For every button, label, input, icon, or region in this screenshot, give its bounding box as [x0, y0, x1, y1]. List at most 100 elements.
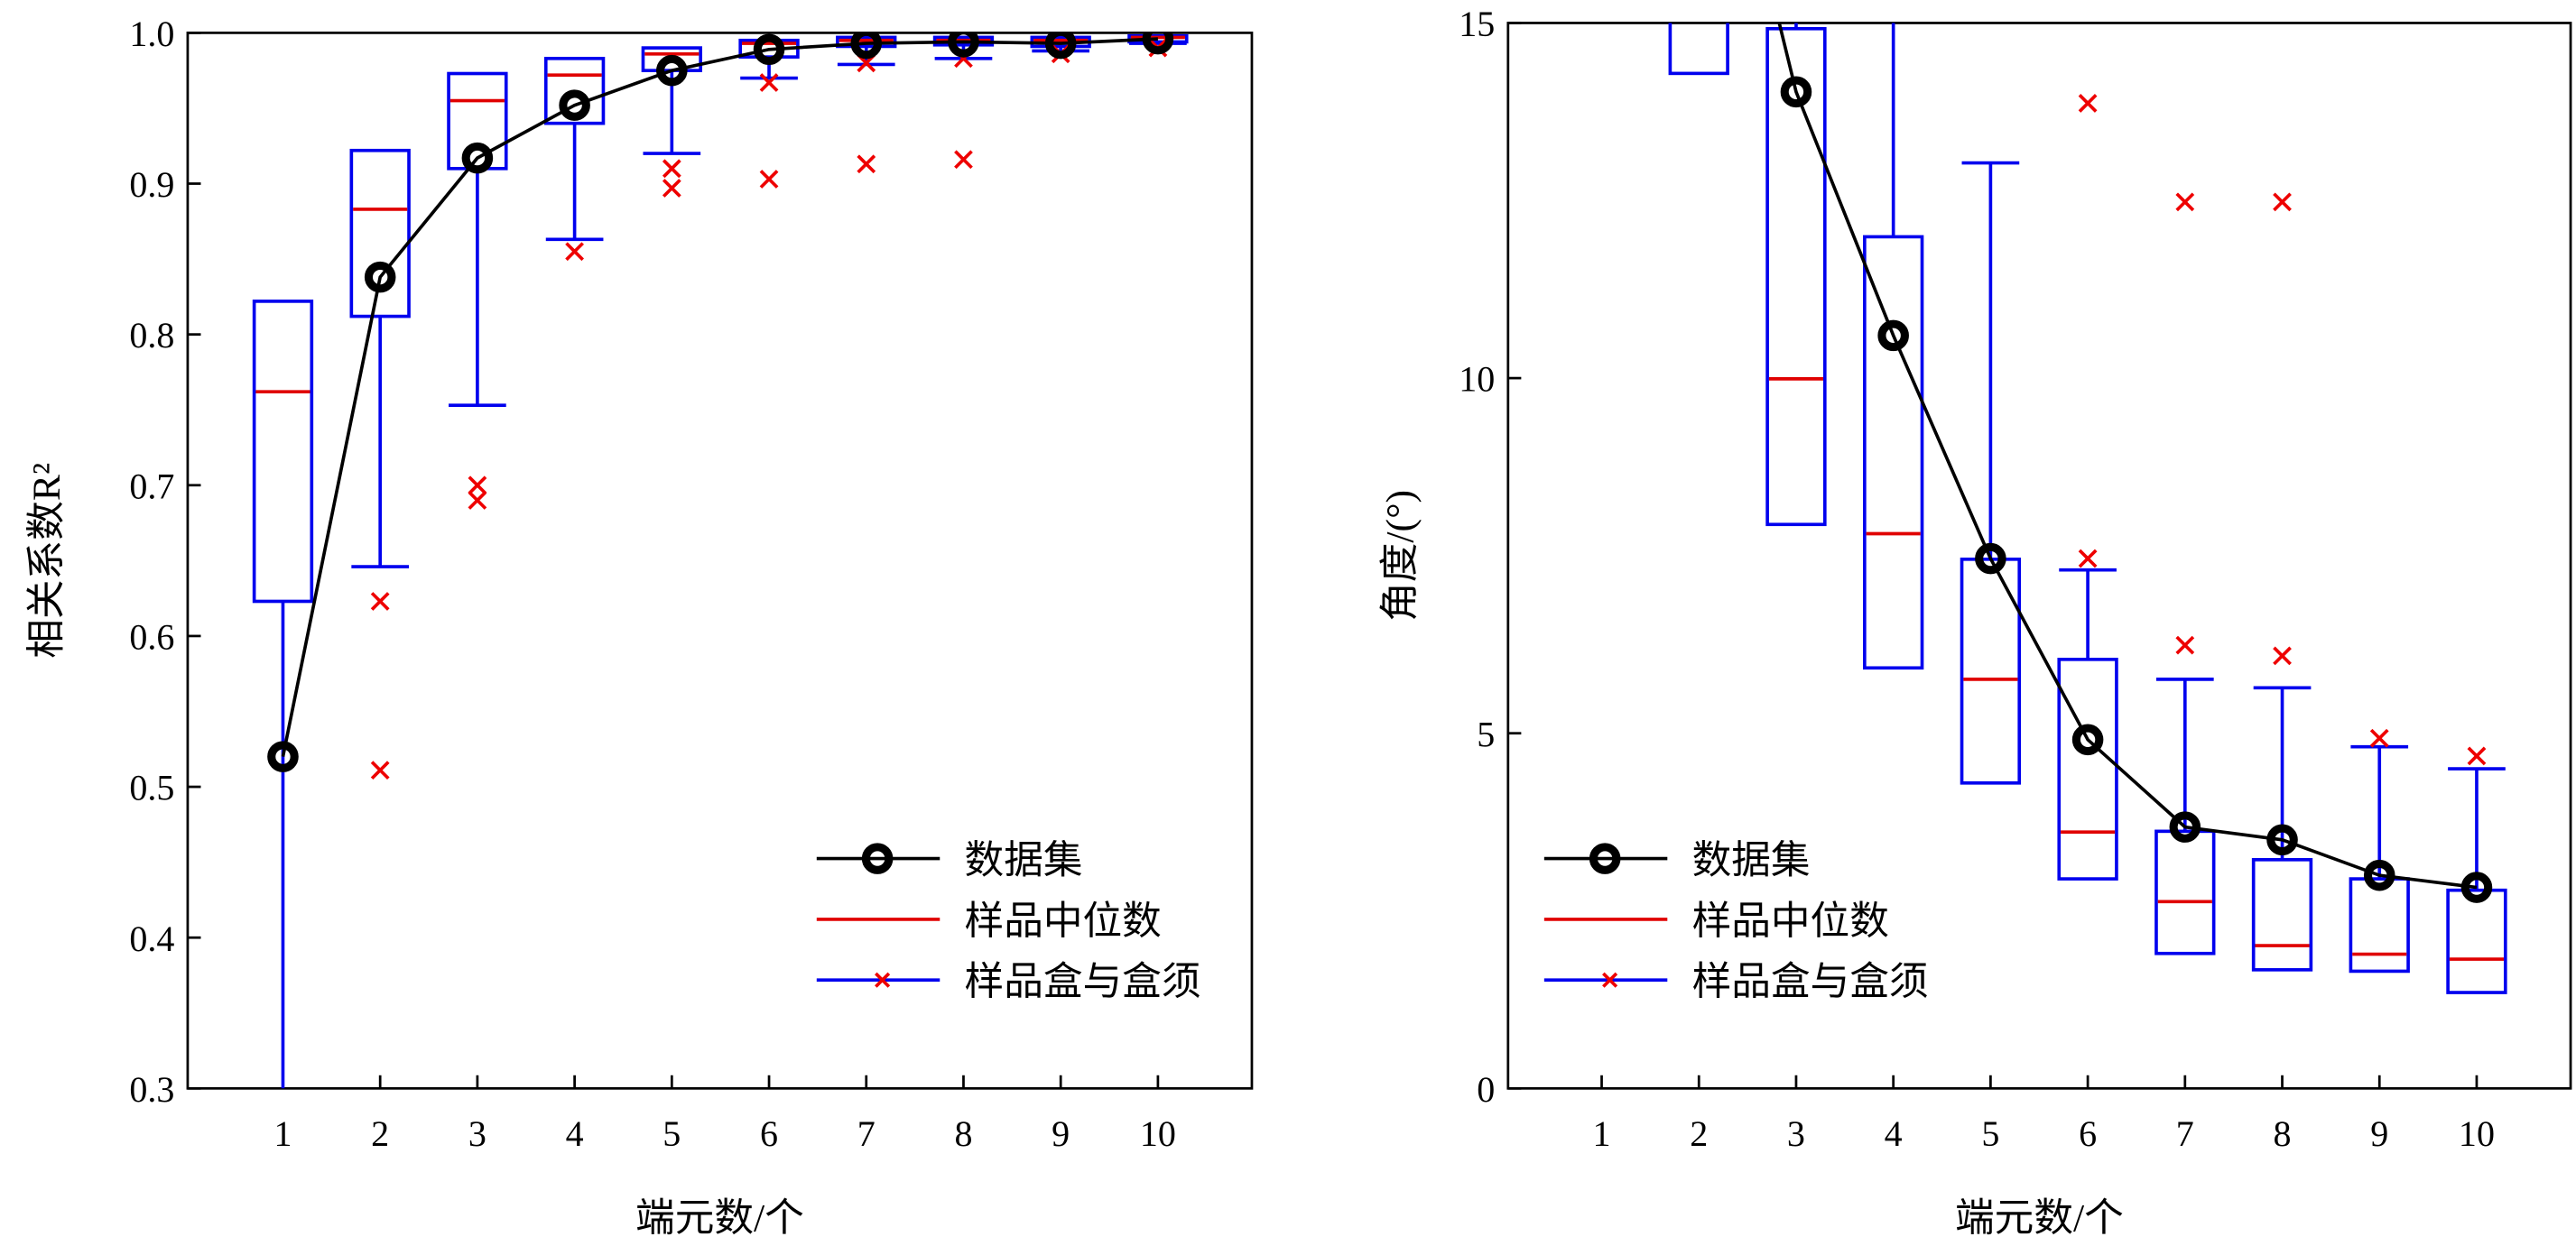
outlier-marker	[370, 592, 390, 611]
mean-point	[1975, 542, 2006, 575]
y-tick-label: 1.0	[129, 14, 174, 54]
x-tick-label: 6	[2079, 1113, 2097, 1154]
legend-median-label: 样品中位数	[1692, 900, 1889, 943]
outlier-marker	[565, 242, 584, 262]
chart-panel-1: 0.3 0.4 0.5 0.6 0.7 0.8 0.9 1.0 1 2 3 4 5 6 7 8 9 10 端元数/个…	[25, 14, 1254, 1241]
x-tick-label: 7	[2176, 1113, 2194, 1154]
mean-point	[1780, 76, 1812, 108]
box-rect	[1863, 235, 1924, 670]
mean-point	[2266, 824, 2298, 856]
x-tick-label: 4	[1885, 1113, 1903, 1154]
box-rect	[2251, 858, 2313, 972]
x-tick-label: 3	[1787, 1113, 1805, 1154]
y-tick-label: 15	[1459, 4, 1495, 44]
plot-area	[252, 32, 1189, 1089]
x-tick-label: 1	[273, 1113, 292, 1154]
y-axis-label: 角度/(°)	[1378, 490, 1422, 622]
outlier-marker	[2078, 94, 2098, 113]
mean-point	[1044, 32, 1077, 60]
y-tick-label: 0.4	[129, 918, 174, 959]
mean-point	[656, 54, 688, 87]
mean-point	[267, 741, 299, 772]
x-tick-label: 9	[1052, 1113, 1070, 1154]
x-tick-label: 3	[468, 1113, 486, 1154]
y-tick-label: 0.3	[129, 1069, 174, 1110]
outlier-marker	[2175, 635, 2195, 655]
outlier-marker	[468, 475, 487, 495]
outlier-marker	[2273, 646, 2292, 666]
box-7	[836, 35, 897, 174]
outlier-marker	[468, 491, 487, 510]
legend-box-label: 样品盒与盒须	[1692, 961, 1929, 1004]
outlier-marker	[662, 179, 681, 198]
legend-mean-marker	[861, 843, 894, 874]
legend-outlier-marker	[875, 972, 891, 988]
outlier-marker	[2369, 728, 2389, 748]
x-tick-label: 6	[760, 1113, 778, 1154]
x-tick-label: 4	[566, 1113, 584, 1154]
legend-mean-label: 数据集	[965, 839, 1083, 882]
x-axis-label: 端元数/个	[1955, 1197, 2124, 1241]
y-tick-label: 0.9	[129, 164, 174, 205]
x-tick-label: 8	[954, 1113, 972, 1154]
outlier-marker	[954, 150, 973, 170]
box-rect	[2349, 877, 2410, 974]
box-rect	[2057, 658, 2118, 881]
x-axis-label: 端元数/个	[635, 1197, 804, 1241]
y-tick-label: 0.7	[129, 466, 174, 506]
x-tick-label: 10	[2459, 1113, 2495, 1154]
plot-frame	[1506, 22, 2572, 1090]
x-tick-label: 5	[663, 1113, 681, 1154]
box-3	[1765, 23, 1827, 527]
mean-point	[2071, 724, 2104, 756]
x-tick-label: 10	[1140, 1113, 1176, 1154]
box-2	[1668, 23, 1729, 76]
mean-point	[1877, 319, 1909, 352]
outlier-marker	[662, 159, 681, 179]
outlier-marker	[370, 761, 390, 780]
mean-point	[850, 32, 883, 60]
mean-line	[1777, 23, 2478, 890]
box-rect	[1668, 23, 1729, 76]
box-5	[1960, 161, 2022, 785]
box-1	[252, 300, 314, 1089]
outlier-marker	[759, 73, 779, 92]
outlier-marker	[2078, 549, 2098, 568]
mean-point	[2169, 811, 2201, 843]
chart-panel-2: 0 5 10 15 1 2 3 4 5 6 7 8 9 10 端元数/个 角度/(°) 数据集样品中位数样品盒与…	[1378, 4, 2572, 1241]
x-tick-label: 2	[371, 1113, 389, 1154]
y-tick-label: 0.6	[129, 616, 174, 657]
y-tick-label: 10	[1459, 359, 1495, 400]
box-rect	[447, 71, 508, 171]
box-rect	[2446, 888, 2507, 994]
box-10	[2446, 746, 2507, 994]
x-tick-label: 5	[1981, 1113, 1999, 1154]
y-tick-label: 0.8	[129, 315, 174, 355]
box-2	[349, 148, 411, 780]
legend-mean-marker	[1589, 843, 1621, 874]
box-3	[447, 71, 508, 510]
x-tick-label: 1	[1593, 1113, 1611, 1154]
box-4	[1863, 23, 1924, 670]
x-tick-label: 8	[2274, 1113, 2292, 1154]
mean-point	[364, 261, 396, 293]
legend-median-label: 样品中位数	[965, 900, 1162, 943]
box-4	[543, 56, 606, 262]
y-tick-label: 0	[1477, 1069, 1495, 1110]
mean-line	[281, 37, 1158, 757]
y-axis-label: 相关系数R²	[25, 463, 69, 659]
box-6	[2057, 94, 2118, 881]
y-tick-label: 0.5	[129, 768, 174, 808]
box-9	[2349, 728, 2410, 974]
mean-point	[948, 32, 979, 58]
outlier-marker	[2175, 192, 2195, 212]
plot-frame	[186, 32, 1254, 1090]
mean-point	[2363, 859, 2395, 891]
legend-mean-label: 数据集	[1692, 839, 1811, 882]
outlier-marker	[857, 154, 876, 174]
x-tick-label: 9	[2370, 1113, 2388, 1154]
mean-point	[2460, 872, 2493, 903]
